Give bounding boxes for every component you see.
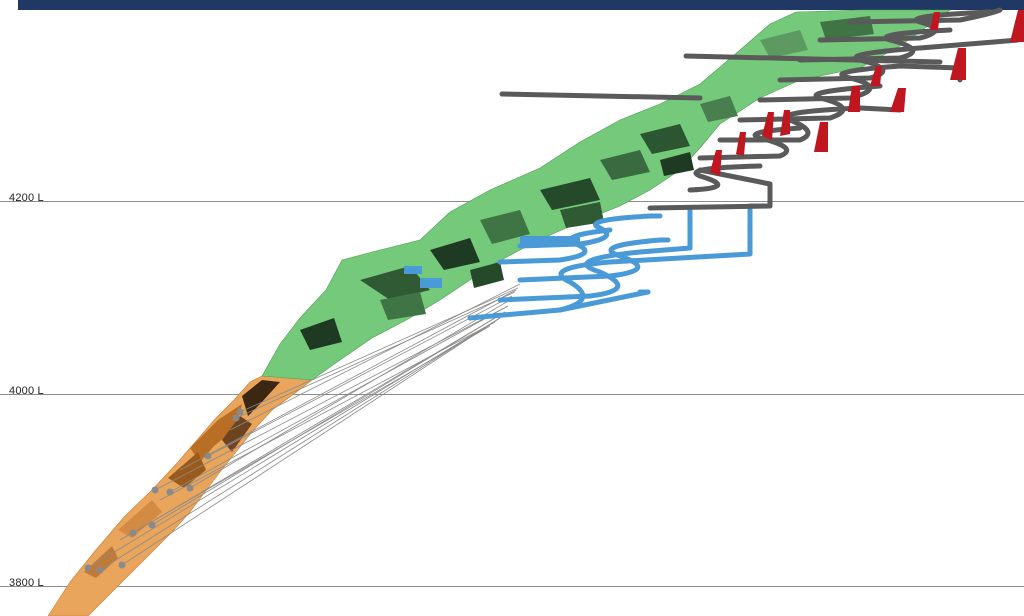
lower-orebody-shell xyxy=(48,376,312,616)
lower-orebody xyxy=(48,376,312,616)
upper-orebody xyxy=(262,10,950,380)
upper-orebody-shell xyxy=(262,10,950,380)
